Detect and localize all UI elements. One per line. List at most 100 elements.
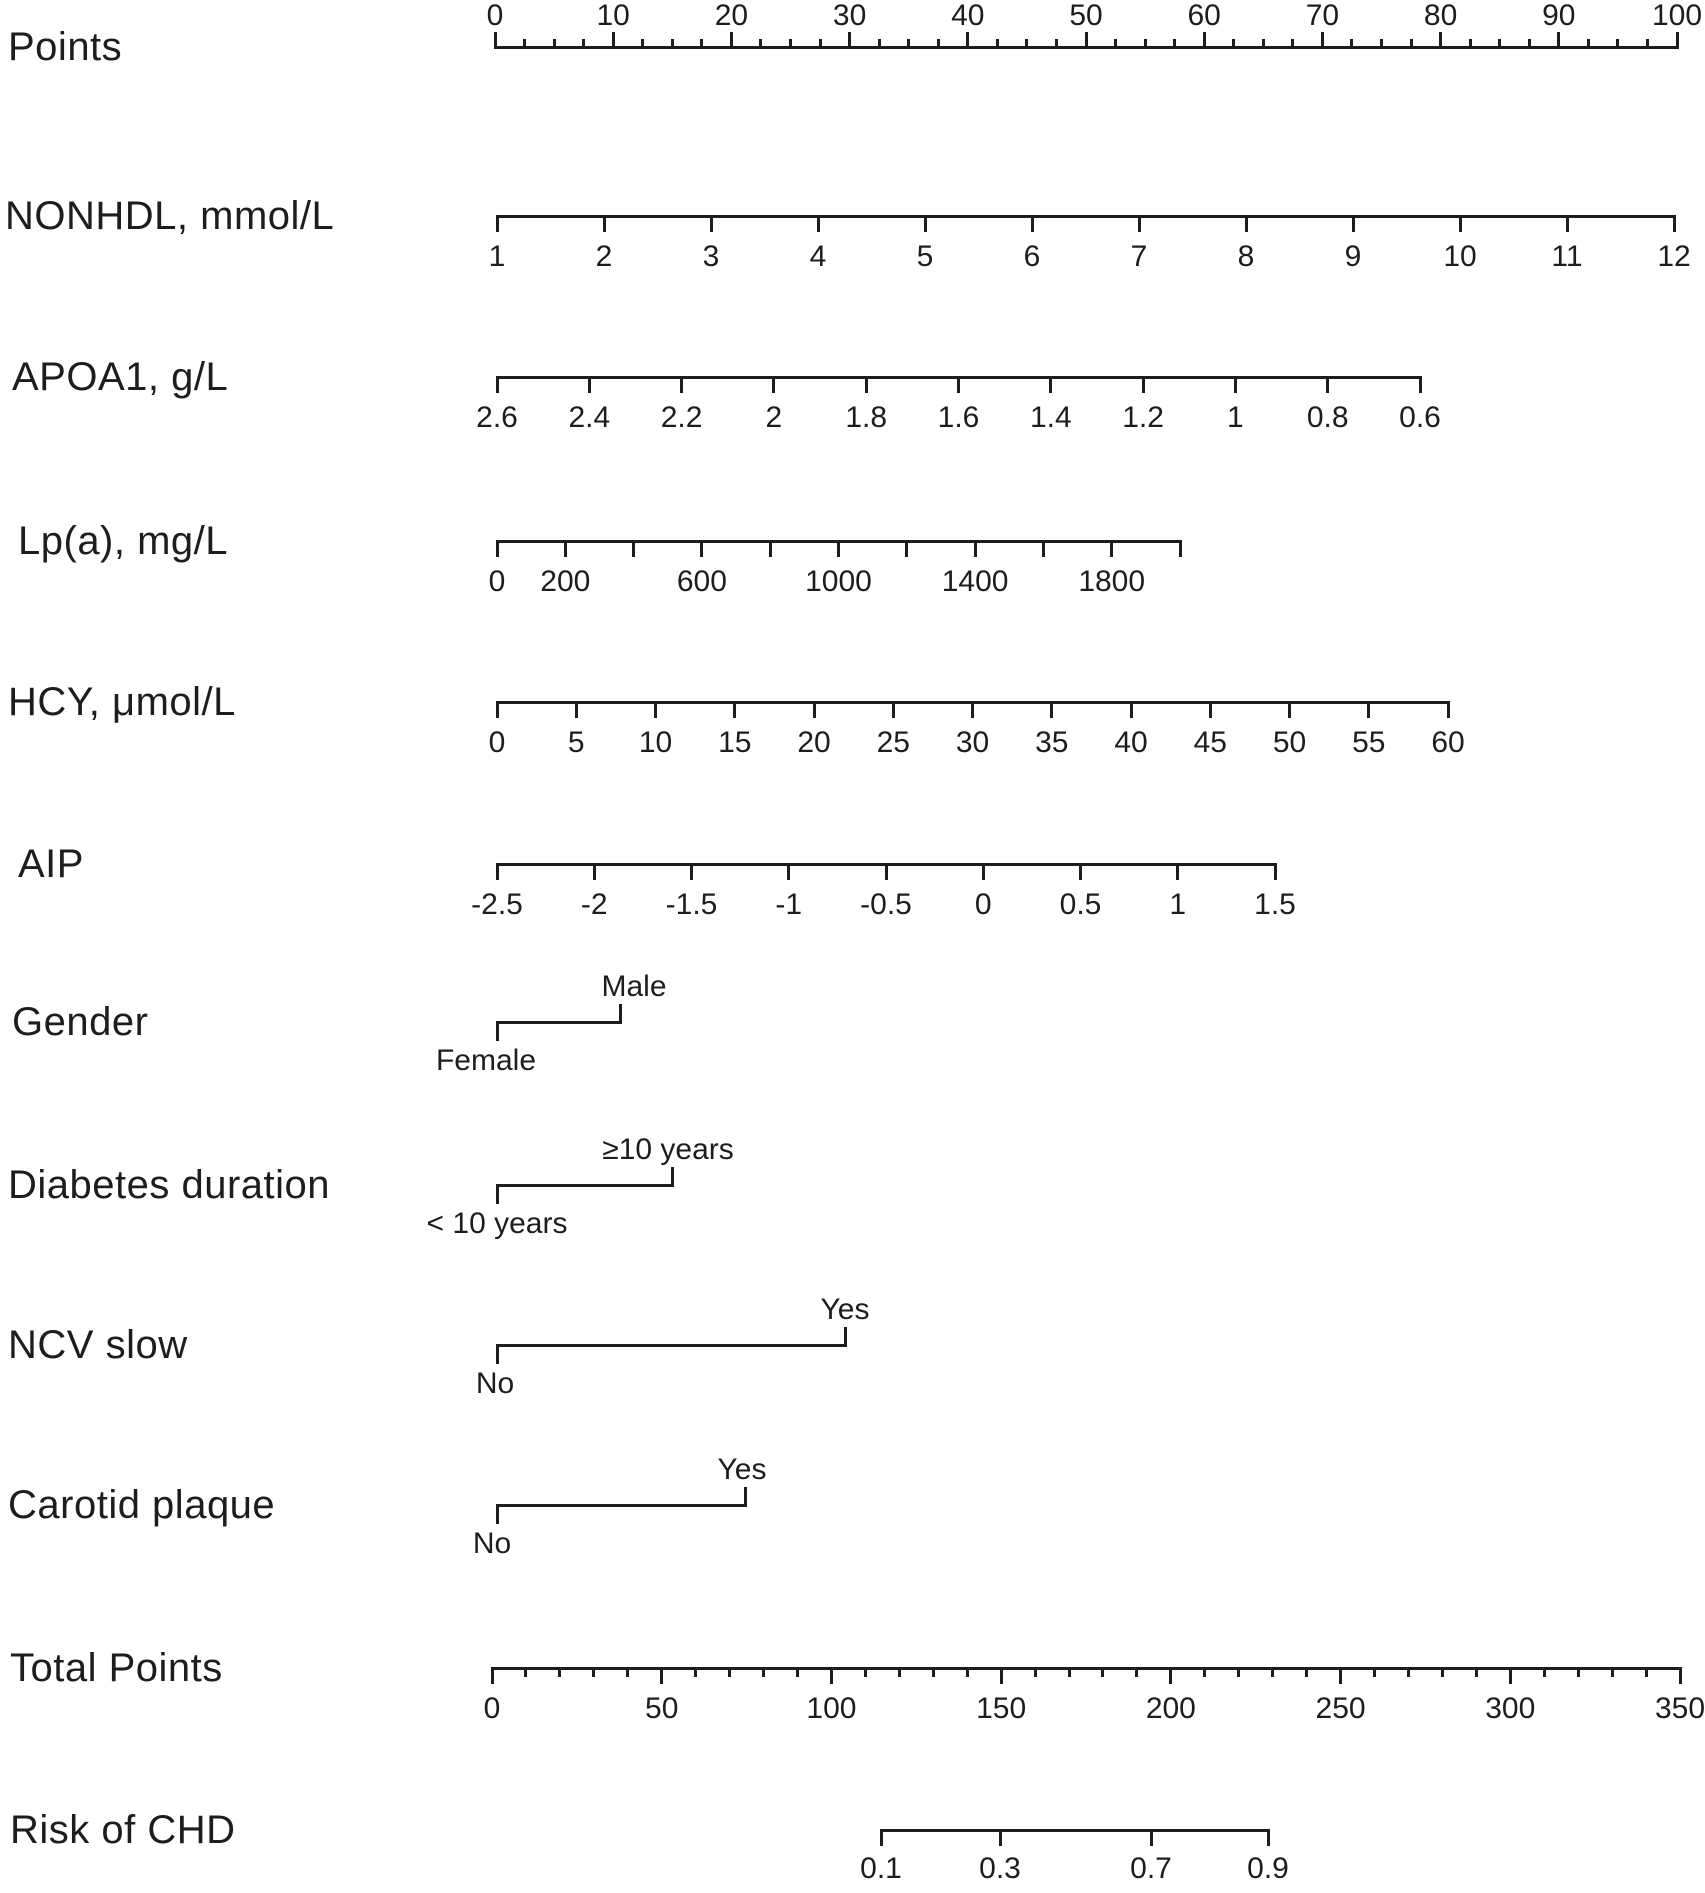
nonhdl-tick-label: 4 (809, 240, 827, 273)
total-points-tick (1474, 1667, 1478, 1677)
row-label-total-points: Total Points (10, 1646, 223, 1690)
gender-axis-line (497, 1021, 620, 1024)
apoa1-tick (1326, 376, 1330, 393)
aip-tick (690, 863, 693, 880)
points-tick (1586, 39, 1590, 49)
aip-tick (787, 863, 791, 880)
carotid-plaque-tick (495, 1504, 499, 1524)
row-label-points: Points (8, 25, 123, 69)
lpa-tick-label: 0 (488, 565, 506, 598)
nonhdl-tick (1672, 215, 1676, 232)
total-points-tick (897, 1667, 901, 1677)
total-points-tick (558, 1667, 562, 1677)
apoa1-tick (587, 376, 591, 393)
aip-tick-label: -0.5 (860, 888, 912, 921)
points-tick-label: 70 (1305, 0, 1340, 32)
total-points-tick (1373, 1667, 1376, 1677)
diabetes-duration-option-label: < 10 years (426, 1207, 568, 1240)
apoa1-tick (864, 376, 868, 393)
hcy-tick-label: 15 (718, 726, 752, 759)
apoa1-tick (1233, 376, 1237, 393)
aip-tick-label: -2.5 (471, 888, 523, 921)
aip-tick (495, 863, 499, 880)
lpa-tick (905, 540, 909, 557)
nonhdl-tick (602, 215, 606, 232)
risk-of-chd-tick-label: 0.7 (1130, 1852, 1172, 1885)
apoa1-tick (680, 376, 684, 393)
apoa1-tick (1418, 376, 1422, 393)
points-tick (1232, 39, 1236, 49)
points-tick (1439, 32, 1443, 49)
nonhdl-tick (816, 215, 820, 232)
total-points-tick (524, 1667, 528, 1677)
row-label-risk-of-chd: Risk of CHD (10, 1808, 236, 1852)
aip-tick (1176, 863, 1180, 880)
points-tick-label: 90 (1542, 0, 1576, 32)
points-tick-label: 20 (714, 0, 749, 32)
total-points-tick-label: 300 (1485, 1692, 1536, 1725)
points-tick (641, 39, 645, 49)
total-points-tick (1339, 1667, 1343, 1684)
hcy-tick-label: 30 (955, 726, 990, 759)
nonhdl-tick-label: 1 (488, 240, 506, 273)
nonhdl-tick-label: 7 (1130, 240, 1148, 273)
total-points-tick (694, 1667, 698, 1677)
hcy-tick (654, 701, 657, 718)
lpa-tick (1178, 540, 1182, 557)
apoa1-tick (1141, 376, 1145, 393)
ncv-slow-option-label: No (475, 1367, 515, 1400)
points-tick (1468, 39, 1472, 49)
nonhdl-axis-line (497, 215, 1674, 218)
hcy-tick-label: 60 (1431, 726, 1465, 759)
points-tick (1498, 39, 1502, 49)
points-tick-label: 100 (1651, 0, 1703, 32)
hcy-tick (1288, 701, 1291, 718)
total-points-tick (965, 1667, 969, 1677)
diabetes-duration-tick (495, 1184, 499, 1204)
nonhdl-tick-label: 11 (1551, 240, 1583, 273)
points-tick-label: 80 (1423, 0, 1458, 32)
aip-tick (981, 863, 985, 880)
total-points-tick (626, 1667, 630, 1677)
hcy-tick (971, 701, 974, 718)
points-tick (1557, 32, 1561, 49)
total-points-tick (1305, 1667, 1309, 1677)
aip-tick-label: 1.5 (1254, 888, 1296, 921)
apoa1-tick (1049, 376, 1053, 393)
total-points-tick (1203, 1667, 1207, 1677)
points-tick (1025, 39, 1029, 49)
hcy-tick-label: 25 (876, 726, 910, 759)
nonhdl-tick-label: 9 (1344, 240, 1362, 273)
nonhdl-tick-label: 10 (1443, 240, 1477, 273)
nonhdl-tick (709, 215, 713, 232)
nonhdl-tick-label: 6 (1023, 240, 1041, 273)
risk-of-chd-tick-label: 0.1 (860, 1852, 902, 1885)
row-label-gender: Gender (12, 1000, 149, 1044)
aip-tick-label: -1 (775, 888, 803, 921)
lpa-tick (700, 540, 704, 557)
row-label-ncv-slow: NCV slow (8, 1323, 188, 1367)
row-label-hcy: HCY, μmol/L (8, 680, 236, 724)
carotid-plaque-tick (743, 1487, 747, 1507)
total-points-tick (1237, 1667, 1241, 1677)
total-points-tick (1067, 1667, 1071, 1677)
total-points-tick (931, 1667, 935, 1677)
apoa1-tick-label: 1.8 (845, 401, 888, 434)
points-tick (700, 39, 704, 49)
total-points-tick (1135, 1667, 1139, 1677)
lpa-tick (1041, 540, 1045, 557)
nonhdl-tick (1458, 215, 1462, 232)
ncv-slow-tick (843, 1327, 847, 1347)
nonhdl-tick-label: 3 (702, 240, 720, 273)
gender-option-label: Male (601, 970, 667, 1003)
row-label-carotid-plaque: Carotid plaque (8, 1483, 276, 1527)
hcy-tick (812, 701, 816, 718)
points-tick-label: 0 (486, 0, 504, 32)
aip-tick-label: 0.5 (1059, 888, 1102, 921)
points-tick (1616, 39, 1620, 49)
hcy-tick (1129, 701, 1133, 718)
total-points-tick (1271, 1667, 1275, 1677)
lpa-tick (632, 540, 636, 557)
total-points-tick-label: 100 (806, 1692, 857, 1725)
apoa1-tick-label: 2.4 (568, 401, 611, 434)
